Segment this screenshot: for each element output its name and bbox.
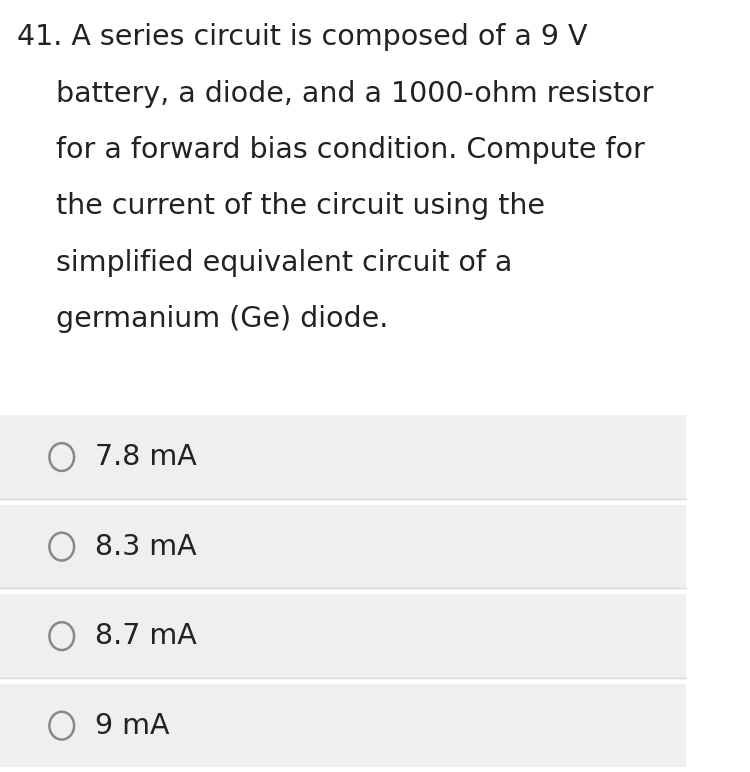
FancyBboxPatch shape bbox=[0, 594, 686, 678]
FancyBboxPatch shape bbox=[0, 415, 686, 499]
FancyBboxPatch shape bbox=[0, 505, 686, 588]
Text: germanium (Ge) diode.: germanium (Ge) diode. bbox=[56, 305, 388, 333]
Text: 8.7 mA: 8.7 mA bbox=[94, 622, 196, 650]
Text: battery, a diode, and a 1000-ohm resistor: battery, a diode, and a 1000-ohm resisto… bbox=[56, 80, 654, 107]
Text: 7.8 mA: 7.8 mA bbox=[94, 443, 196, 471]
Text: the current of the circuit using the: the current of the circuit using the bbox=[56, 192, 545, 220]
FancyBboxPatch shape bbox=[0, 684, 686, 767]
Text: 8.3 mA: 8.3 mA bbox=[94, 533, 196, 560]
Text: for a forward bias condition. Compute for: for a forward bias condition. Compute fo… bbox=[56, 136, 645, 164]
Text: 9 mA: 9 mA bbox=[94, 712, 170, 740]
Text: simplified equivalent circuit of a: simplified equivalent circuit of a bbox=[56, 249, 513, 276]
Text: 41. A series circuit is composed of a 9 V: 41. A series circuit is composed of a 9 … bbox=[17, 23, 588, 51]
